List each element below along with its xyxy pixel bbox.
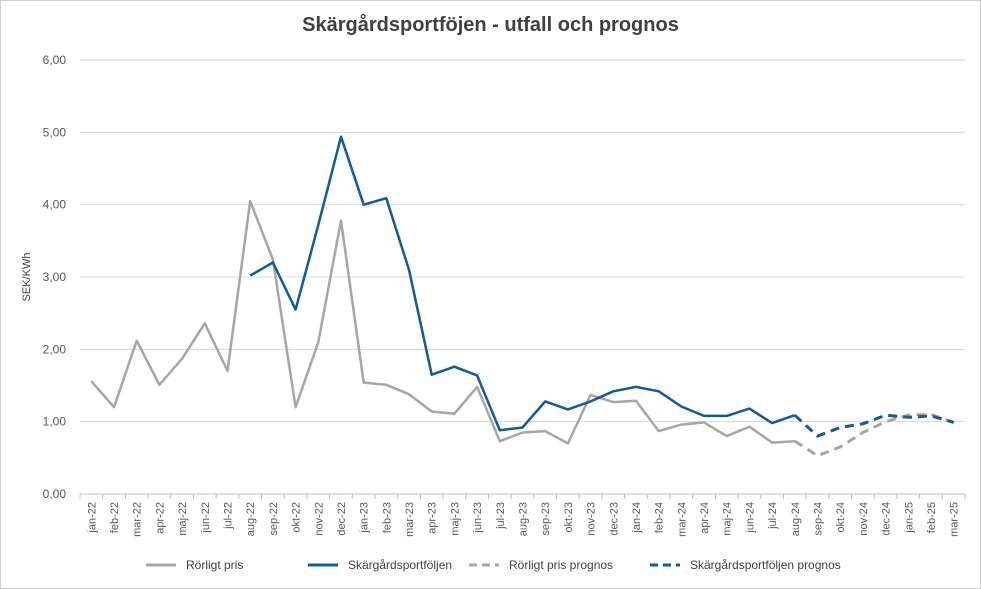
x-tick-label: aug-22 bbox=[245, 502, 257, 536]
x-tick-label: nov-23 bbox=[586, 502, 598, 536]
x-tick-label: apr-24 bbox=[699, 502, 711, 534]
x-tick-label: mar-24 bbox=[676, 502, 688, 537]
x-tick-label: okt-23 bbox=[563, 502, 575, 533]
chart-title: Skärgårdsportföjen - utfall och prognos bbox=[302, 14, 679, 36]
x-tick-label: sep-24 bbox=[813, 502, 825, 536]
x-tick-label: feb-22 bbox=[109, 502, 121, 533]
x-tick-label: apr-23 bbox=[427, 502, 439, 534]
x-tick-label: jun-24 bbox=[744, 502, 756, 534]
x-tick-label: jan-24 bbox=[631, 502, 643, 534]
y-tick-label: 4,00 bbox=[43, 198, 67, 212]
y-tick-label: 1,00 bbox=[43, 415, 67, 429]
y-tick-label: 2,00 bbox=[43, 342, 67, 356]
x-tick-label: jul-23 bbox=[495, 502, 507, 530]
x-tick-label: aug-23 bbox=[518, 502, 530, 536]
x-tick-label: mar-25 bbox=[949, 502, 961, 537]
y-axis: 0,00 1,00 2,00 3,00 4,00 5,00 6,00 bbox=[43, 53, 67, 501]
x-tick-label: jun-23 bbox=[472, 502, 484, 534]
x-tick-label: dec-24 bbox=[881, 502, 893, 536]
series-lines bbox=[90, 135, 955, 458]
x-tick-label: jan-22 bbox=[86, 502, 98, 534]
x-tick-label: feb-25 bbox=[926, 502, 938, 533]
x-tick-label: jan-23 bbox=[359, 502, 371, 534]
series-line-3 bbox=[793, 413, 955, 438]
y-tick-label: 3,00 bbox=[43, 270, 67, 284]
x-tick-label: nov-22 bbox=[313, 502, 325, 536]
x-tick-label: jul-22 bbox=[223, 502, 235, 530]
x-tick-label: mar-23 bbox=[404, 502, 416, 537]
series-line-1 bbox=[249, 135, 796, 432]
x-tick-label: jul-24 bbox=[767, 502, 779, 530]
gridlines bbox=[80, 59, 965, 495]
y-tick-label: 0,00 bbox=[43, 487, 67, 501]
x-axis: jan-22 feb-22 mar-22 apr-22 maj-22 jun-22 jul-… bbox=[79, 494, 966, 537]
legend-label: Rörligt pris bbox=[186, 558, 243, 572]
x-tick-label: maj-23 bbox=[449, 502, 461, 536]
y-tick-label: 5,00 bbox=[43, 125, 67, 139]
x-tick-label: dec-22 bbox=[336, 502, 348, 536]
x-tick-label: jan-25 bbox=[903, 502, 915, 534]
x-tick-label: nov-24 bbox=[858, 502, 870, 536]
x-tick-label: mar-22 bbox=[132, 502, 144, 537]
x-tick-label: okt-22 bbox=[291, 502, 303, 533]
y-axis-label: SEK/KWh bbox=[21, 253, 33, 302]
x-tick-label: apr-22 bbox=[154, 502, 166, 534]
x-tick-label: sep-23 bbox=[540, 502, 552, 536]
legend-label: Skärgårdsportföljen prognos bbox=[690, 558, 841, 572]
x-tick-label: jun-22 bbox=[200, 502, 212, 534]
legend: Rörligt pris Skärgårdsportföljen Rörligt p… bbox=[146, 558, 841, 572]
x-tick-label: okt-24 bbox=[835, 502, 847, 533]
series-line-0 bbox=[90, 199, 795, 445]
x-tick-label: dec-23 bbox=[608, 502, 620, 536]
legend-label: Rörligt pris prognos bbox=[509, 558, 613, 572]
x-tick-label: sep-22 bbox=[268, 502, 280, 536]
x-tick-label: feb-24 bbox=[654, 502, 666, 533]
y-tick-label: 6,00 bbox=[43, 53, 67, 67]
x-tick-label: aug-24 bbox=[790, 502, 802, 536]
x-tick-label: maj-24 bbox=[722, 502, 734, 536]
series-line-2 bbox=[793, 412, 955, 458]
legend-label: Skärgårdsportföljen bbox=[348, 558, 452, 572]
x-tick-label: feb-23 bbox=[381, 502, 393, 533]
x-tick-label: maj-22 bbox=[177, 502, 189, 536]
